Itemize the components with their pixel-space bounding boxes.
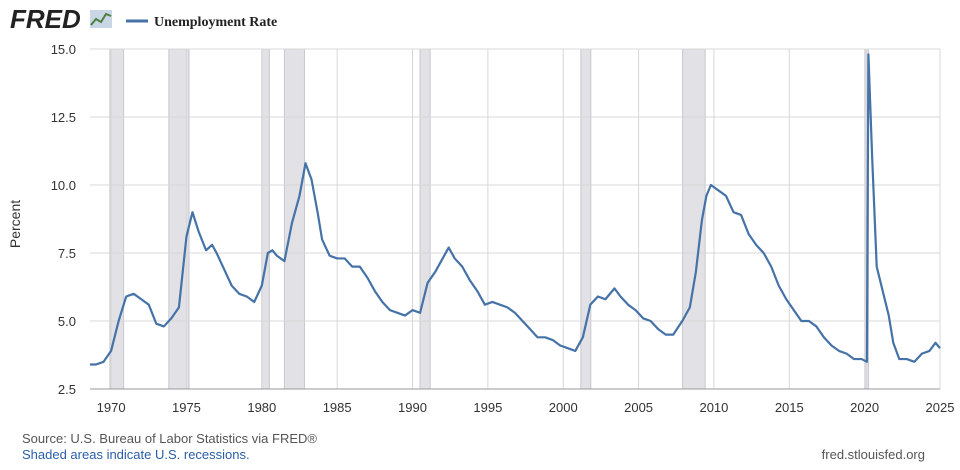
x-tick-label: 1995 [473,400,502,415]
x-tick-label: 2025 [926,400,955,415]
y-axis-label: Percent [7,200,23,248]
logo-icon [90,10,112,28]
x-tick-label: 1980 [247,400,276,415]
recession [283,48,305,390]
x-tick-label: 2000 [549,400,578,415]
x-tick-label: 2010 [699,400,728,415]
x-tick-label: 2020 [850,400,879,415]
y-tick-label: 2.5 [58,382,76,397]
y-tick-label: 5.0 [58,314,76,329]
recession [261,48,270,390]
x-tick-label: 2015 [775,400,804,415]
x-tick-label: 1970 [97,400,126,415]
logo: FRED [10,4,81,34]
note: Shaded areas indicate U.S. recessions. [22,447,250,462]
y-tick-label: 15.0 [51,42,76,57]
y-tick-label: 12.5 [51,110,76,125]
x-tick-label: 2005 [624,400,653,415]
legend-label: Unemployment Rate [154,15,277,30]
y-tick-label: 10.0 [51,178,76,193]
site: fred.stlouisfed.org [822,447,925,462]
source: Source: U.S. Bureau of Labor Statistics … [22,431,317,446]
x-tick-label: 1975 [172,400,201,415]
line [90,53,941,366]
x-tick-label: 1990 [398,400,427,415]
y-tick-label: 7.5 [58,246,76,261]
x-tick-label: 1985 [323,400,352,415]
recession [109,48,125,390]
recession [419,48,431,390]
